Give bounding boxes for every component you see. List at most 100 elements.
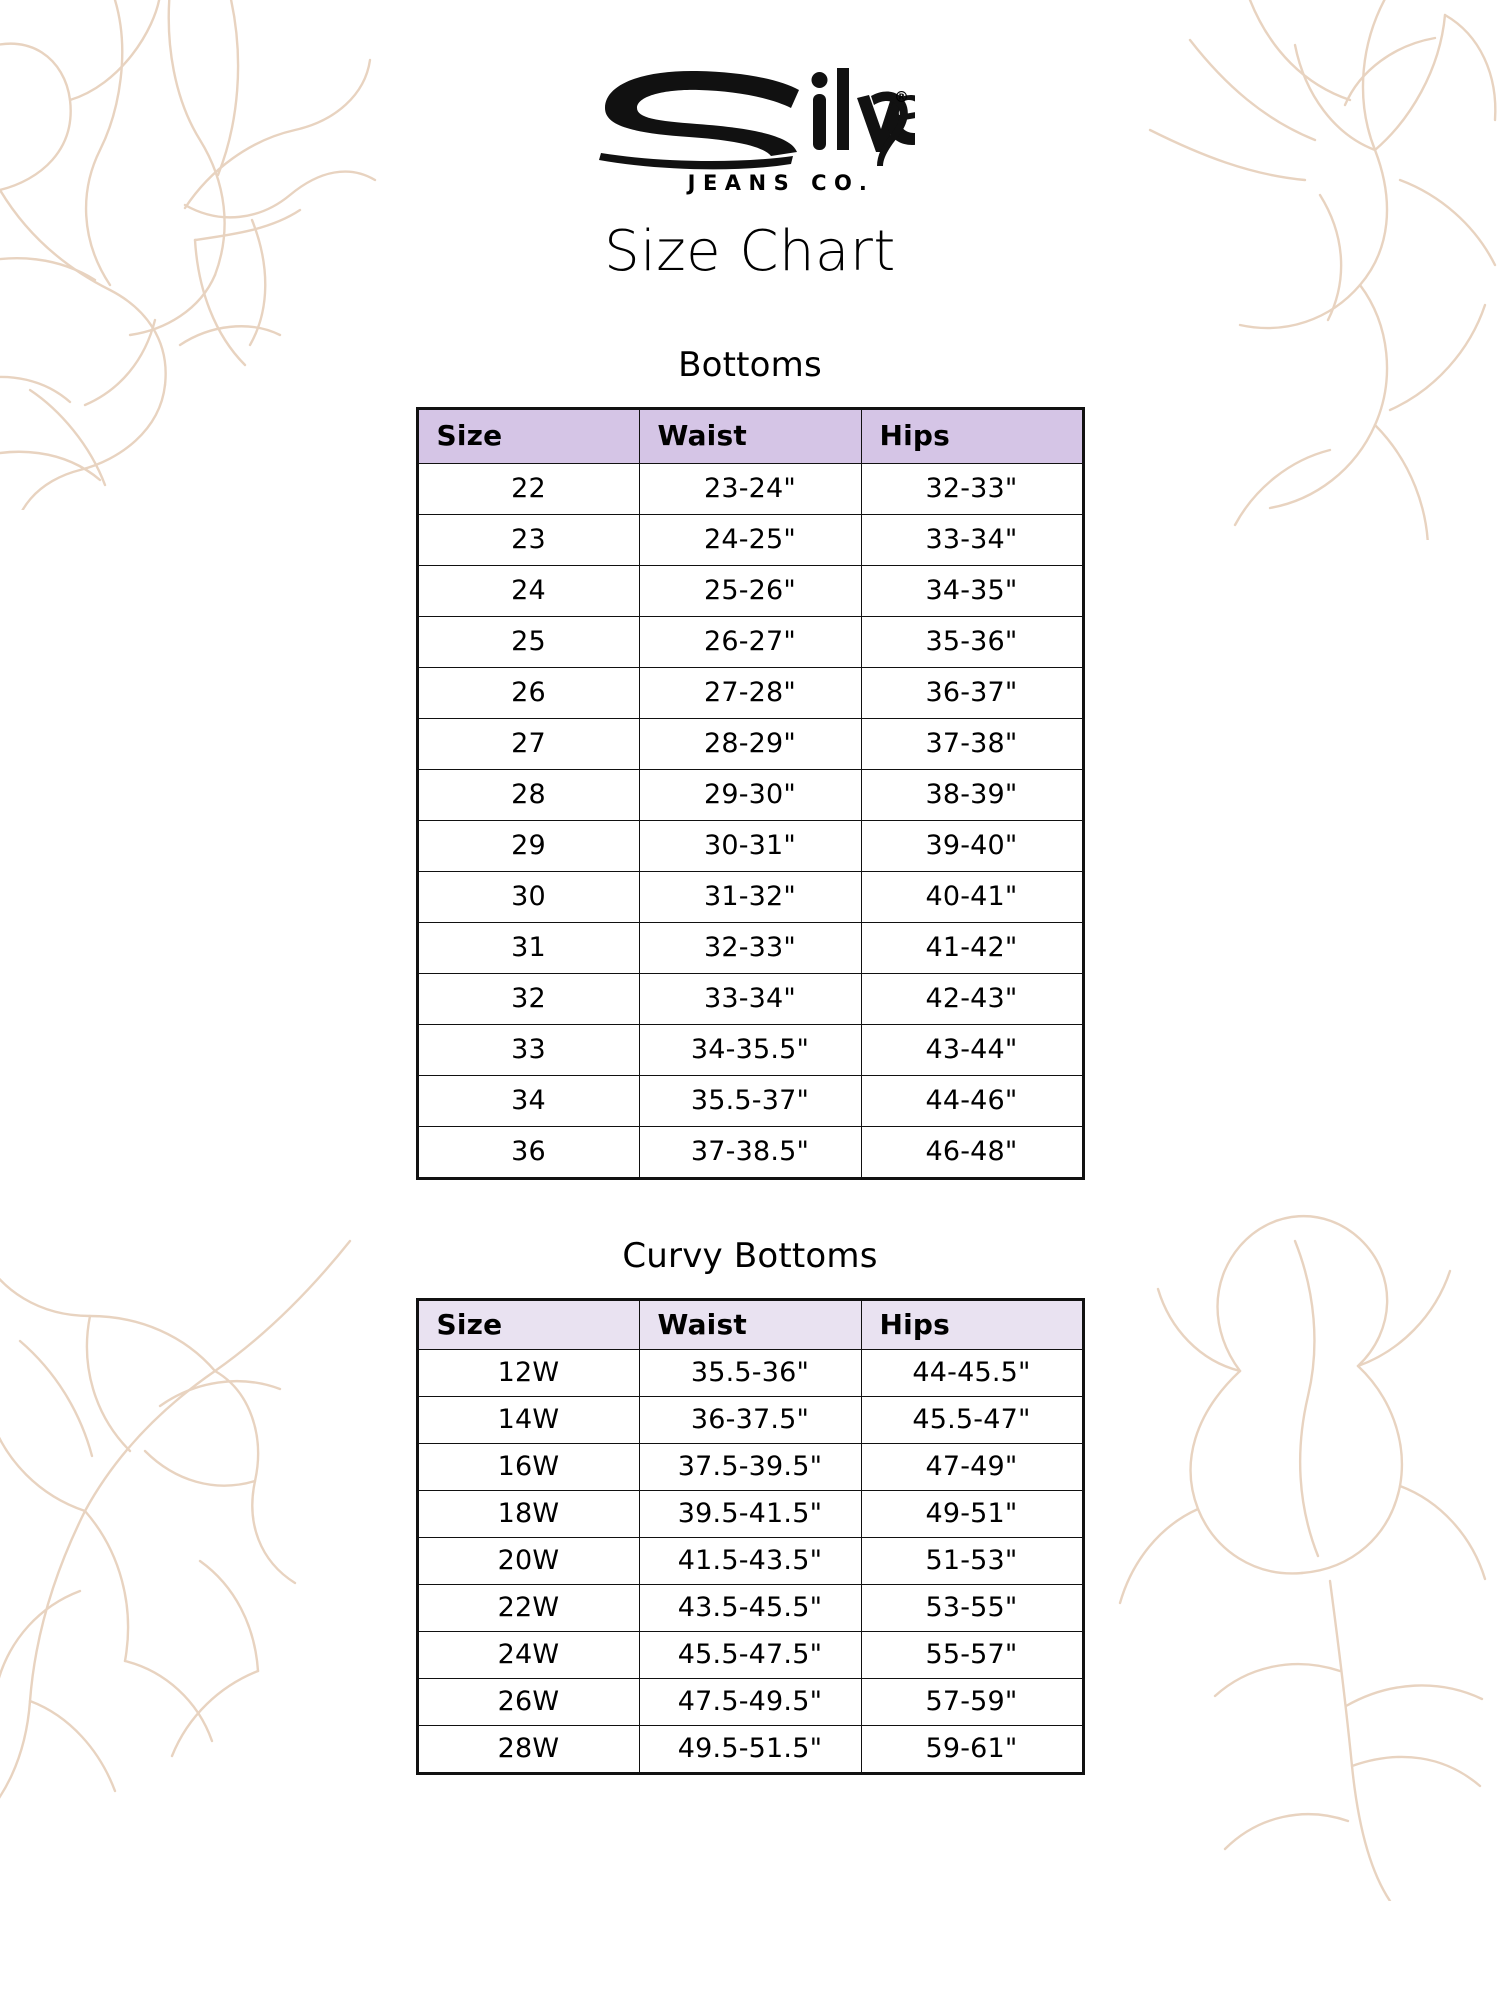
cell-hips: 44-46": [860, 1074, 1084, 1127]
cell-waist: 47.5-49.5": [638, 1677, 862, 1726]
cell-hips: 32-33": [860, 462, 1084, 515]
table-row: 22 23-24" 32-33": [416, 462, 1084, 515]
cell-hips: 40-41": [860, 870, 1084, 923]
table-row: 28 29-30" 38-39": [416, 768, 1084, 821]
cell-waist: 35.5-36": [638, 1348, 862, 1397]
table-row: 29 30-31" 39-40": [416, 819, 1084, 872]
cell-waist: 31-32": [638, 870, 862, 923]
cell-hips: 39-40": [860, 819, 1084, 872]
cell-hips: 42-43": [860, 972, 1084, 1025]
column-header-size: Size: [416, 407, 640, 464]
cell-size: 24W: [416, 1630, 640, 1679]
cell-size: 29: [416, 819, 640, 872]
table-row: 16W 37.5-39.5" 47-49": [416, 1442, 1084, 1491]
cell-hips: 51-53": [860, 1536, 1084, 1585]
table-row: 32 33-34" 42-43": [416, 972, 1084, 1025]
cell-hips: 38-39": [860, 768, 1084, 821]
cell-size: 26W: [416, 1677, 640, 1726]
table-row: 25 26-27" 35-36": [416, 615, 1084, 668]
cell-size: 28W: [416, 1724, 640, 1774]
cell-size: 25: [416, 615, 640, 668]
table-row: 23 24-25" 33-34": [416, 513, 1084, 566]
cell-waist: 36-37.5": [638, 1395, 862, 1444]
cell-hips: 36-37": [860, 666, 1084, 719]
cell-waist: 30-31": [638, 819, 862, 872]
cell-hips: 35-36": [860, 615, 1084, 668]
cell-size: 34: [416, 1074, 640, 1127]
cell-waist: 37.5-39.5": [638, 1442, 862, 1491]
table-header-row: Size Waist Hips: [416, 407, 1084, 464]
cell-waist: 29-30": [638, 768, 862, 821]
cell-waist: 26-27": [638, 615, 862, 668]
table-row: 12W 35.5-36" 44-45.5": [416, 1348, 1084, 1397]
cell-hips: 47-49": [860, 1442, 1084, 1491]
table-row: 26 27-28" 36-37": [416, 666, 1084, 719]
cell-size: 31: [416, 921, 640, 974]
cell-hips: 59-61": [860, 1724, 1084, 1774]
cell-waist: 27-28": [638, 666, 862, 719]
cell-hips: 41-42": [860, 921, 1084, 974]
table-row: 31 32-33" 41-42": [416, 921, 1084, 974]
cell-size: 24: [416, 564, 640, 617]
cell-hips: 57-59": [860, 1677, 1084, 1726]
cell-size: 22: [416, 462, 640, 515]
cell-size: 16W: [416, 1442, 640, 1491]
cell-size: 30: [416, 870, 640, 923]
cell-hips: 53-55": [860, 1583, 1084, 1632]
curvy-bottoms-size-table: Size Waist Hips 12W 35.5-36" 44-45.5" 14W 3…: [415, 1297, 1085, 1775]
cell-size: 36: [416, 1125, 640, 1179]
cell-hips: 43-44": [860, 1023, 1084, 1076]
column-header-size: Size: [416, 1298, 640, 1350]
table-row: 34 35.5-37" 44-46": [416, 1074, 1084, 1127]
cell-hips: 44-45.5": [860, 1348, 1084, 1397]
cell-waist: 35.5-37": [638, 1074, 862, 1127]
section-heading-bottoms: Bottoms: [678, 344, 822, 385]
cell-waist: 41.5-43.5": [638, 1536, 862, 1585]
bottoms-table-body: 22 23-24" 32-33" 23 24-25" 33-34" 24 25-26" 34…: [416, 462, 1084, 1179]
column-header-waist: Waist: [638, 1298, 862, 1350]
silver-logo: ®: [585, 60, 915, 175]
column-header-waist: Waist: [638, 407, 862, 464]
cell-size: 23: [416, 513, 640, 566]
cell-size: 33: [416, 1023, 640, 1076]
table-row: 22W 43.5-45.5" 53-55": [416, 1583, 1084, 1632]
curvy-table-body: 12W 35.5-36" 44-45.5" 14W 36-37.5" 45.5-47" …: [416, 1348, 1084, 1774]
cell-waist: 49.5-51.5": [638, 1724, 862, 1774]
cell-size: 22W: [416, 1583, 640, 1632]
cell-hips: 49-51": [860, 1489, 1084, 1538]
cell-hips: 37-38": [860, 717, 1084, 770]
table-row: 33 34-35.5" 43-44": [416, 1023, 1084, 1076]
table-header-row: Size Waist Hips: [416, 1298, 1084, 1350]
column-header-hips: Hips: [860, 1298, 1084, 1350]
registered-trademark-icon: ®: [894, 88, 909, 106]
bottoms-size-table: Size Waist Hips 22 23-24" 32-33" 23 24-25" 3…: [415, 406, 1085, 1180]
table-row: 14W 36-37.5" 45.5-47": [416, 1395, 1084, 1444]
cell-hips: 55-57": [860, 1630, 1084, 1679]
cell-size: 27: [416, 717, 640, 770]
cell-waist: 33-34": [638, 972, 862, 1025]
table-row: 28W 49.5-51.5" 59-61": [416, 1724, 1084, 1774]
cell-size: 32: [416, 972, 640, 1025]
cell-waist: 39.5-41.5": [638, 1489, 862, 1538]
cell-hips: 33-34": [860, 513, 1084, 566]
cell-size: 18W: [416, 1489, 640, 1538]
brand-subtitle: JEANS CO.: [687, 171, 875, 195]
cell-waist: 45.5-47.5": [638, 1630, 862, 1679]
cell-waist: 25-26": [638, 564, 862, 617]
table-row: 18W 39.5-41.5" 49-51": [416, 1489, 1084, 1538]
column-header-hips: Hips: [860, 407, 1084, 464]
cell-waist: 28-29": [638, 717, 862, 770]
cell-size: 26: [416, 666, 640, 719]
cell-hips: 46-48": [860, 1125, 1084, 1179]
cell-waist: 43.5-45.5": [638, 1583, 862, 1632]
cell-waist: 23-24": [638, 462, 862, 515]
cell-waist: 34-35.5": [638, 1023, 862, 1076]
cell-waist: 32-33": [638, 921, 862, 974]
cell-waist: 24-25": [638, 513, 862, 566]
cell-waist: 37-38.5": [638, 1125, 862, 1179]
cell-size: 28: [416, 768, 640, 821]
cell-size: 12W: [416, 1348, 640, 1397]
cell-size: 20W: [416, 1536, 640, 1585]
table-row: 26W 47.5-49.5" 57-59": [416, 1677, 1084, 1726]
table-row: 36 37-38.5" 46-48": [416, 1125, 1084, 1179]
